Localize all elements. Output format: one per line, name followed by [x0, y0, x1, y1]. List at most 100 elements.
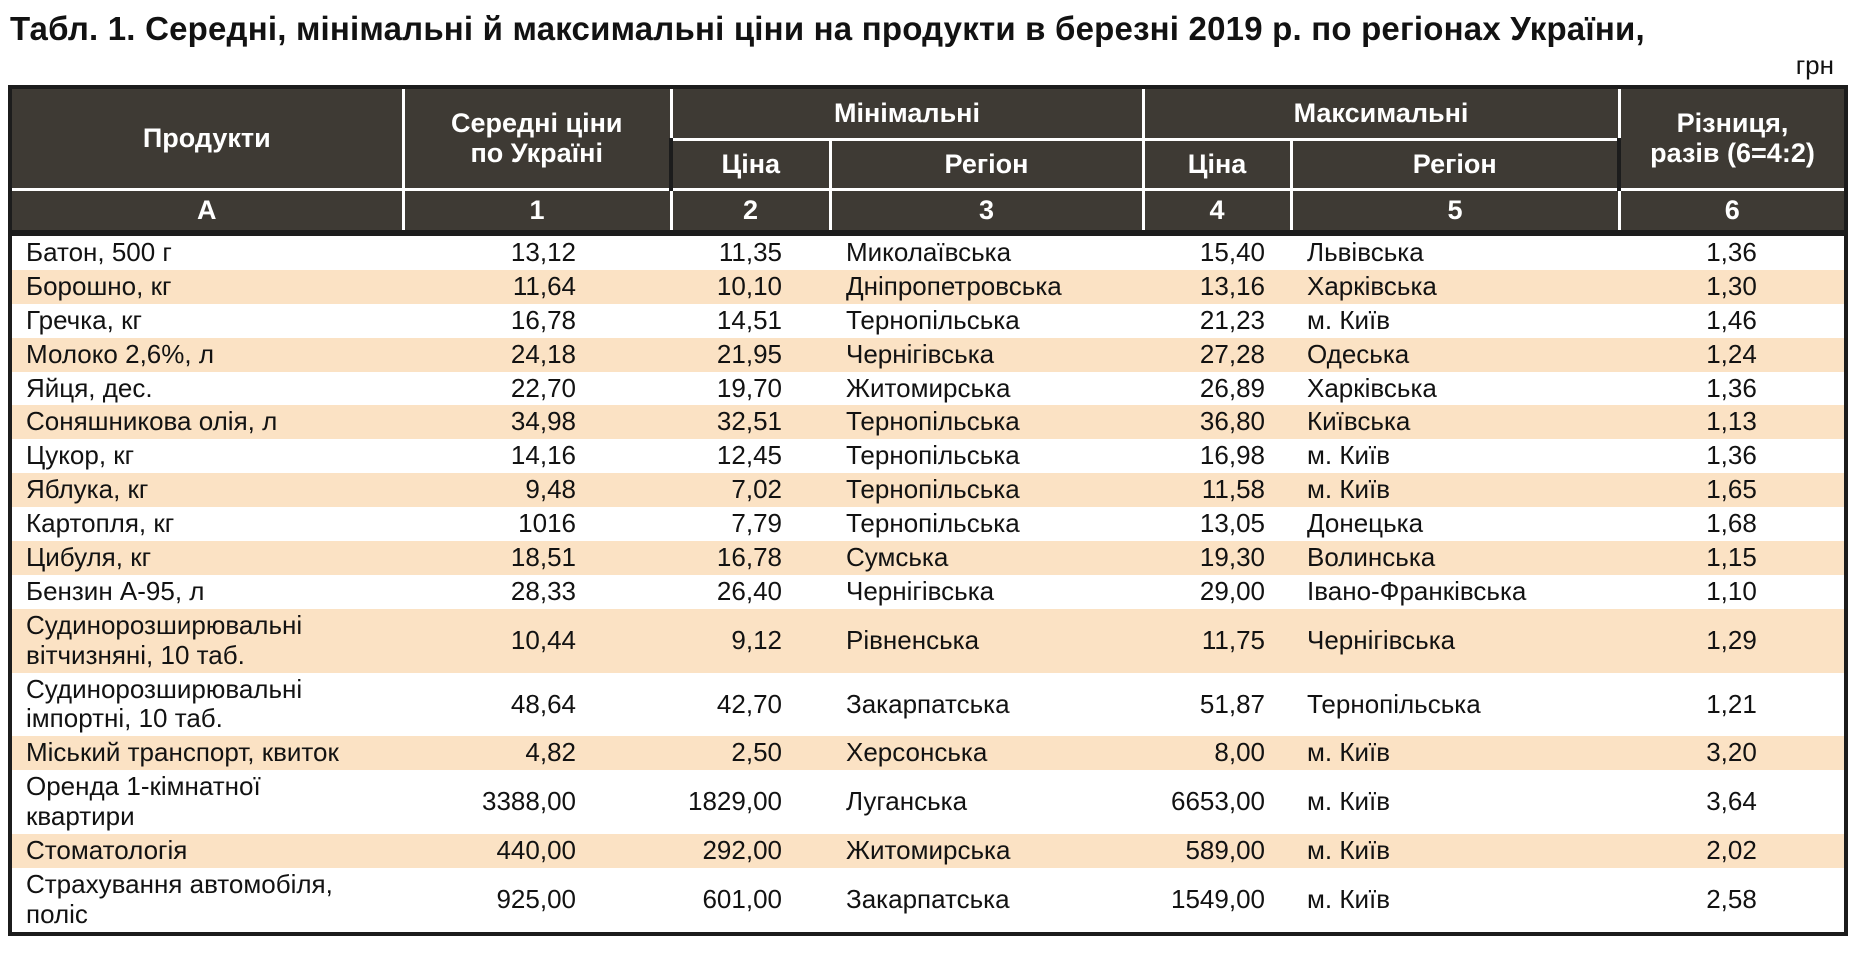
table-header: Продукти Середні ціни по Україні Мінімал…: [8, 85, 1848, 236]
max-region-cell: Київська: [1307, 406, 1411, 437]
min-region-cell: Чернігівська: [846, 575, 995, 606]
max-region-cell: Донецька: [1307, 508, 1424, 539]
min-price-cell: 16,78: [716, 542, 782, 573]
avg-price-cell: 925,00: [496, 883, 576, 914]
avg-price-cell: 9,48: [525, 474, 576, 505]
max-region-cell: Харківська: [1307, 372, 1437, 403]
max-region-cell: м. Київ: [1307, 883, 1391, 914]
index-col-2: 2: [669, 187, 832, 236]
min-price-cell: 9,12: [731, 624, 782, 655]
max-region-cell: Івано-Франківська: [1307, 575, 1527, 606]
max-price-cell: 8,00: [1214, 737, 1265, 768]
product-cell: Стоматологія: [26, 835, 188, 866]
diff-cell: 3,20: [1706, 737, 1757, 768]
diff-cell: 1,24: [1706, 338, 1757, 369]
table-row: Цибуля, кг 18,51 16,78 Сумська 19,30 Волинськ…: [10, 541, 1846, 575]
table-row: Гречка, кг 16,78 14,51 Тернопільська 21,23 м.…: [10, 304, 1846, 338]
min-price-cell: 1829,00: [688, 786, 782, 817]
avg-price-cell: 48,64: [510, 688, 576, 719]
min-price-cell: 26,40: [716, 575, 782, 606]
min-price-cell: 32,51: [716, 406, 782, 437]
max-price-cell: 1549,00: [1171, 883, 1265, 914]
min-region-cell: Тернопільська: [846, 304, 1020, 335]
max-region-cell: м. Київ: [1307, 737, 1391, 768]
min-region-cell: Тернопільська: [846, 474, 1020, 505]
max-price-cell: 51,87: [1199, 688, 1265, 719]
product-cell: Страхування автомобіля, поліс: [26, 868, 333, 929]
column-index-row: А 1 2 3 4 5 6: [8, 187, 1848, 236]
index-col-a: А: [8, 187, 405, 236]
max-price-cell: 36,80: [1199, 406, 1265, 437]
diff-cell: 3,64: [1706, 786, 1757, 817]
avg-price-cell: 440,00: [496, 835, 576, 866]
header-max-price: Ціна: [1141, 137, 1293, 191]
diff-cell: 1,29: [1706, 624, 1757, 655]
max-region-cell: Волинська: [1307, 542, 1436, 573]
avg-price-cell: 34,98: [510, 406, 576, 437]
max-region-cell: м. Київ: [1307, 440, 1391, 471]
min-region-cell: Луганська: [846, 786, 968, 817]
diff-cell: 1,15: [1706, 542, 1757, 573]
min-region-cell: Закарпатська: [846, 883, 1010, 914]
max-price-cell: 15,40: [1199, 237, 1265, 267]
avg-price-cell: 10,44: [510, 624, 576, 655]
table-row: Міський транспорт, квиток 4,82 2,50 Херсонс…: [10, 736, 1846, 771]
product-cell: Борошно, кг: [26, 270, 172, 301]
table-caption-number: Табл. 1.: [10, 10, 136, 47]
max-price-cell: 589,00: [1185, 835, 1265, 866]
table-row: Соняшникова олія, л 34,98 32,51 Тернопільсь…: [10, 405, 1846, 440]
max-price-cell: 19,30: [1199, 542, 1265, 573]
diff-cell: 1,36: [1706, 440, 1757, 471]
table-row: Судинорозширювальні імпортні, 10 таб. 48,…: [10, 673, 1846, 737]
header-min-price: Ціна: [669, 137, 832, 191]
max-region-cell: Харківська: [1307, 270, 1437, 301]
header-min-group: Мінімальні: [669, 85, 1145, 141]
index-col-4: 4: [1141, 187, 1293, 236]
max-price-cell: 11,58: [1201, 474, 1265, 505]
avg-price-cell: 4,82: [525, 737, 576, 768]
min-price-cell: 42,70: [716, 688, 782, 719]
min-region-cell: Сумська: [846, 542, 949, 573]
product-cell: Цибуля, кг: [26, 542, 152, 573]
min-price-cell: 292,00: [702, 835, 782, 866]
max-region-cell: м. Київ: [1307, 835, 1391, 866]
product-cell: Соняшникова олія, л: [26, 406, 278, 437]
product-cell: Оренда 1-кімнатної квартири: [26, 771, 261, 832]
avg-price-cell: 13,12: [510, 237, 576, 267]
min-region-cell: Закарпатська: [846, 688, 1010, 719]
max-price-cell: 29,00: [1199, 575, 1265, 606]
product-cell: Судинорозширювальні імпортні, 10 таб.: [26, 673, 303, 734]
max-price-cell: 6653,00: [1171, 786, 1265, 817]
max-region-cell: Одеська: [1307, 338, 1410, 369]
avg-price-cell: 14,16: [510, 440, 576, 471]
diff-cell: 2,58: [1706, 883, 1757, 914]
max-region-cell: Чернігівська: [1307, 624, 1456, 655]
min-region-cell: Житомирська: [846, 835, 1011, 866]
product-cell: Міський транспорт, квиток: [26, 737, 339, 768]
table-caption-text: Середні, мінімальні й максимальні ціни н…: [145, 10, 1645, 47]
max-region-cell: Тернопільська: [1307, 688, 1481, 719]
min-region-cell: Херсонська: [846, 737, 988, 768]
min-region-cell: Миколаївська: [846, 237, 1012, 267]
max-price-cell: 13,05: [1199, 508, 1265, 539]
min-price-cell: 19,70: [716, 372, 782, 403]
table-row: Батон, 500 г 13,12 11,35 Миколаївська 15,40 Л…: [10, 233, 1846, 270]
prices-table: Продукти Середні ціни по Україні Мінімал…: [8, 85, 1848, 936]
table-row: Борошно, кг 11,64 10,10 Дніпропетровська 13,…: [10, 269, 1846, 304]
product-cell: Яйця, дес.: [26, 372, 153, 403]
min-price-cell: 11,35: [718, 237, 782, 267]
header-products: Продукти: [8, 85, 405, 191]
max-price-cell: 11,75: [1201, 624, 1265, 655]
avg-price-cell: 22,70: [510, 372, 576, 403]
table-row: Яйця, дес. 22,70 19,70 Житомирська 26,89 Харк…: [10, 372, 1846, 406]
avg-price-cell: 28,33: [510, 575, 576, 606]
min-price-cell: 601,00: [702, 883, 782, 914]
table-body: Батон, 500 г 13,12 11,35 Миколаївська 15,40 Л…: [10, 233, 1846, 934]
diff-cell: 1,68: [1706, 508, 1757, 539]
min-price-cell: 12,45: [716, 440, 782, 471]
avg-price-cell: 11,64: [512, 270, 576, 301]
table-row: Страхування автомобіля, поліс 925,00 601,0…: [10, 868, 1846, 934]
diff-cell: 1,13: [1706, 406, 1757, 437]
index-col-3: 3: [828, 187, 1145, 236]
min-region-cell: Рівненська: [846, 624, 980, 655]
